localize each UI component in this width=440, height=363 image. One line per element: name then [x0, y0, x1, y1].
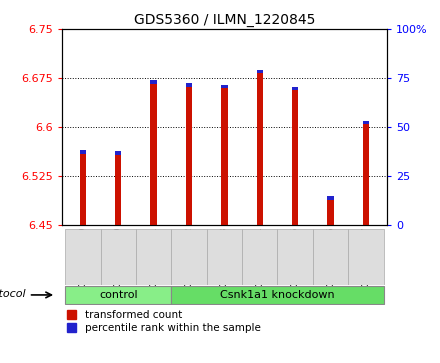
Bar	[363, 121, 369, 225]
Bar	[242, 229, 278, 285]
Bar	[65, 229, 100, 285]
Bar	[186, 83, 192, 86]
Bar	[186, 83, 192, 225]
Bar	[171, 229, 207, 285]
Bar	[278, 229, 313, 285]
Bar	[207, 229, 242, 285]
Bar	[80, 150, 86, 225]
Text: control: control	[99, 290, 138, 300]
Bar	[65, 286, 171, 304]
Bar	[221, 85, 227, 89]
Bar	[100, 229, 136, 285]
Bar	[292, 86, 298, 90]
Bar	[327, 196, 334, 225]
Bar	[150, 80, 157, 225]
Title: GDS5360 / ILMN_1220845: GDS5360 / ILMN_1220845	[134, 13, 315, 26]
Bar	[136, 229, 171, 285]
Bar	[348, 229, 384, 285]
Bar	[115, 151, 121, 225]
Bar	[80, 150, 86, 154]
Bar	[257, 70, 263, 73]
Legend: transformed count, percentile rank within the sample: transformed count, percentile rank withi…	[67, 310, 260, 333]
Bar	[171, 286, 384, 304]
Text: Csnk1a1 knockdown: Csnk1a1 knockdown	[220, 290, 335, 300]
Bar	[115, 151, 121, 155]
Bar	[221, 85, 227, 225]
Bar	[292, 86, 298, 225]
Text: protocol: protocol	[0, 289, 26, 299]
Bar	[150, 80, 157, 84]
Bar	[363, 121, 369, 125]
Bar	[257, 70, 263, 225]
Bar	[313, 229, 348, 285]
Bar	[327, 196, 334, 200]
